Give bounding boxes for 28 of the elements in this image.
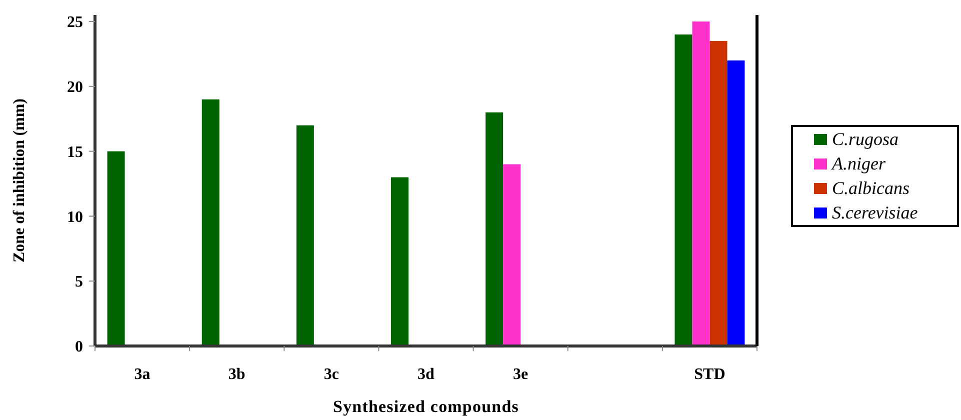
bar <box>503 164 521 346</box>
bar <box>107 151 125 346</box>
y-tick-label: 20 <box>67 78 83 96</box>
x-tick-label: 3c <box>324 366 339 383</box>
legend-label: S.cerevisiae <box>832 202 918 222</box>
x-tick-label: 3b <box>228 366 246 383</box>
bar <box>391 177 409 346</box>
y-tick-label: 10 <box>67 208 83 226</box>
y-tick-label: 5 <box>75 274 83 291</box>
x-tick-label: 3a <box>134 366 150 383</box>
bar <box>727 60 745 346</box>
bar <box>486 112 504 346</box>
y-tick-label: 25 <box>67 14 83 32</box>
bar <box>692 21 710 346</box>
x-tick-label: 3e <box>513 366 528 383</box>
bar <box>296 125 314 346</box>
bar <box>202 99 220 346</box>
legend-label: A.niger <box>831 154 886 174</box>
legend-label: C.albicans <box>832 178 910 198</box>
legend-label: C.rugosa <box>832 129 899 149</box>
x-tick-label: STD <box>694 366 726 383</box>
bar <box>710 40 728 346</box>
x-axis-title: Synthesized compounds <box>333 397 519 416</box>
y-axis-title: Zone of inhibition (mm) <box>11 98 28 263</box>
y-tick-label: 15 <box>67 144 83 161</box>
y-tick-label: 0 <box>75 338 83 356</box>
x-tick-label: 3d <box>418 366 435 383</box>
bar <box>674 34 692 346</box>
